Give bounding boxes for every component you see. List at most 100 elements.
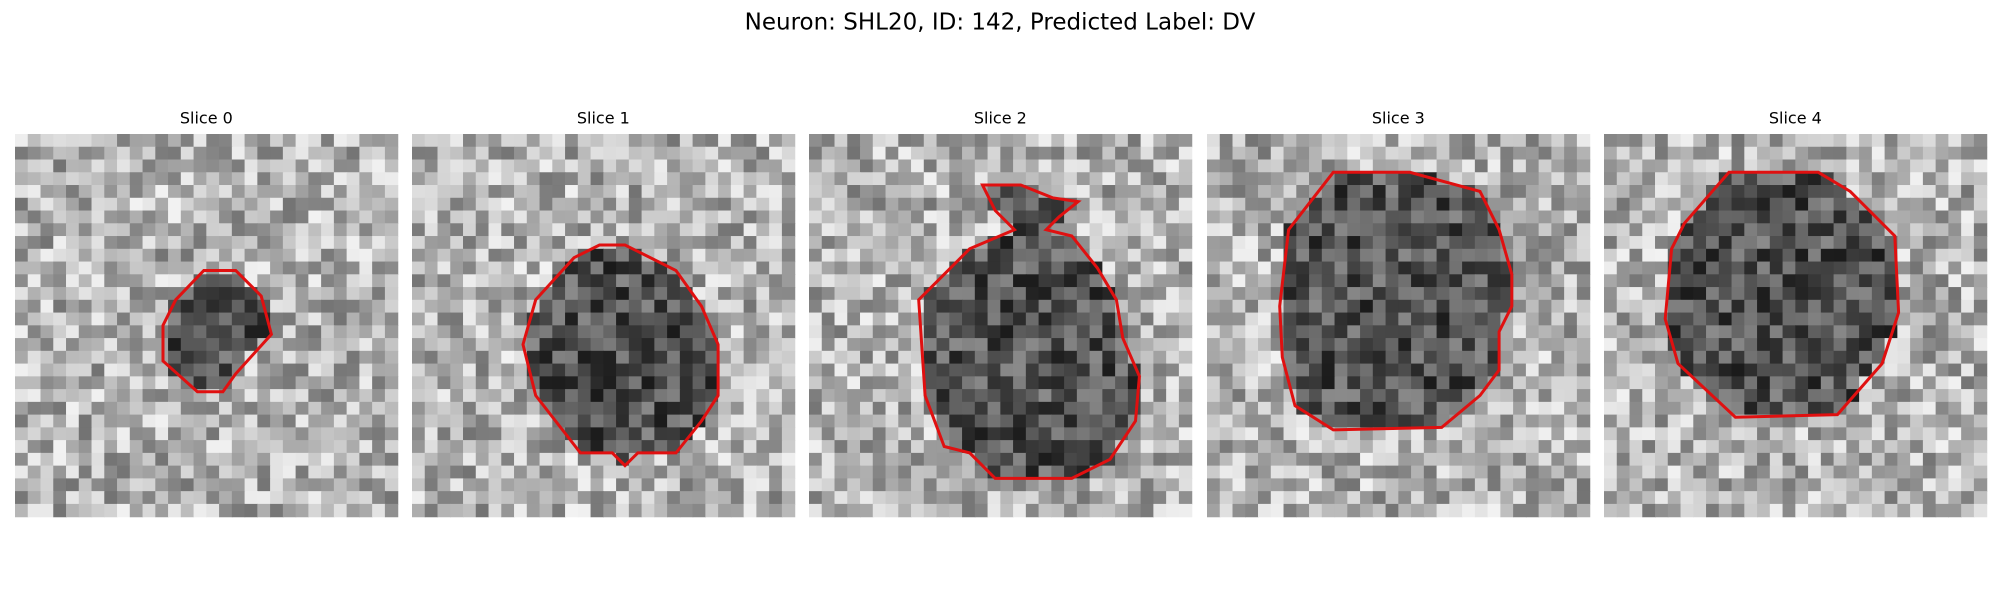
image-pixel [206,478,220,492]
image-pixel [949,248,963,263]
image-pixel [1296,172,1310,186]
image-pixel [1655,478,1669,492]
image-pixel [1038,325,1052,339]
image-pixel [1102,376,1116,390]
image-pixel [565,274,579,288]
image-pixel [628,363,643,377]
image-pixel [1013,363,1027,377]
image-pixel [1140,491,1154,505]
image-pixel [231,452,246,467]
image-pixel [1808,325,1822,339]
image-pixel [180,427,195,441]
image-pixel [463,197,477,212]
image-pixel [1551,325,1565,339]
image-pixel [1360,389,1374,403]
image-pixel [53,452,67,467]
image-pixel [1718,134,1733,148]
image-pixel [424,478,439,492]
image-pixel [539,261,553,275]
image-pixel [1551,146,1565,161]
image-pixel [1127,401,1142,416]
image-pixel [1296,325,1310,339]
image-pixel [1629,440,1643,454]
image-pixel [1347,287,1361,301]
image-pixel [1178,248,1193,263]
image-pixel [463,274,477,288]
image-pixel [1744,503,1758,518]
image-pixel [526,261,541,275]
image-pixel [1680,185,1694,199]
image-pixel [781,376,796,390]
image-pixel [1245,248,1259,263]
image-pixel [1360,465,1374,479]
image-pixel [333,465,348,479]
image-pixel [898,261,912,275]
image-pixel [1296,261,1310,275]
image-pixel [1372,236,1387,250]
image-pixel [424,376,439,390]
image-pixel [730,440,745,454]
image-pixel [1089,146,1103,161]
image-pixel [1178,427,1193,441]
image-pixel [53,274,67,288]
panel-title: Slice 1 [577,109,630,128]
image-pixel [872,376,887,390]
image-pixel [1219,287,1234,301]
image-pixel [1935,223,1949,237]
image-pixel [295,452,309,467]
image-pixel [616,491,630,505]
image-pixel [66,312,80,326]
image-pixel [1948,299,1962,314]
image-pixel [1115,134,1129,148]
image-pixel [577,287,592,301]
image-pixel [1500,401,1514,416]
image-pixel [1935,503,1949,518]
image-pixel [270,465,284,479]
image-pixel [463,414,477,428]
image-pixel [1038,299,1052,314]
image-pixel [27,172,42,186]
image-pixel [1616,299,1631,314]
image-pixel [1296,312,1310,326]
image-pixel [936,376,950,390]
image-pixel [384,274,399,288]
image-pixel [1731,389,1745,403]
image-pixel [565,159,579,173]
image-pixel [1360,248,1374,263]
image-pixel [872,465,887,479]
image-pixel [1462,146,1476,161]
image-pixel [91,172,105,186]
image-pixel [667,350,681,365]
image-pixel [1385,363,1399,377]
image-pixel [1808,452,1822,467]
image-pixel [1564,427,1578,441]
image-pixel [66,338,80,352]
image-pixel [1795,350,1809,365]
image-pixel [936,146,950,161]
image-pixel [1833,338,1847,352]
image-pixel [1795,427,1809,441]
image-pixel [1140,185,1154,199]
image-pixel [424,440,439,454]
image-pixel [949,401,963,416]
image-pixel [295,465,309,479]
image-pixel [206,465,220,479]
image-pixel [282,134,297,148]
image-pixel [117,146,131,161]
image-pixel [1655,236,1669,250]
image-pixel [346,197,360,212]
image-pixel [155,376,169,390]
image-pixel [1270,223,1285,237]
image-pixel [1616,261,1631,275]
image-pixel [628,172,643,186]
image-pixel [1140,363,1154,377]
image-pixel [1436,389,1450,403]
image-pixel [346,338,360,352]
image-pixel [1245,210,1259,224]
image-pixel [1089,159,1103,173]
image-pixel [1347,325,1361,339]
image-pixel [1820,146,1835,161]
image-pixel [333,503,348,518]
image-pixel [117,197,131,212]
image-pixel [346,452,360,467]
